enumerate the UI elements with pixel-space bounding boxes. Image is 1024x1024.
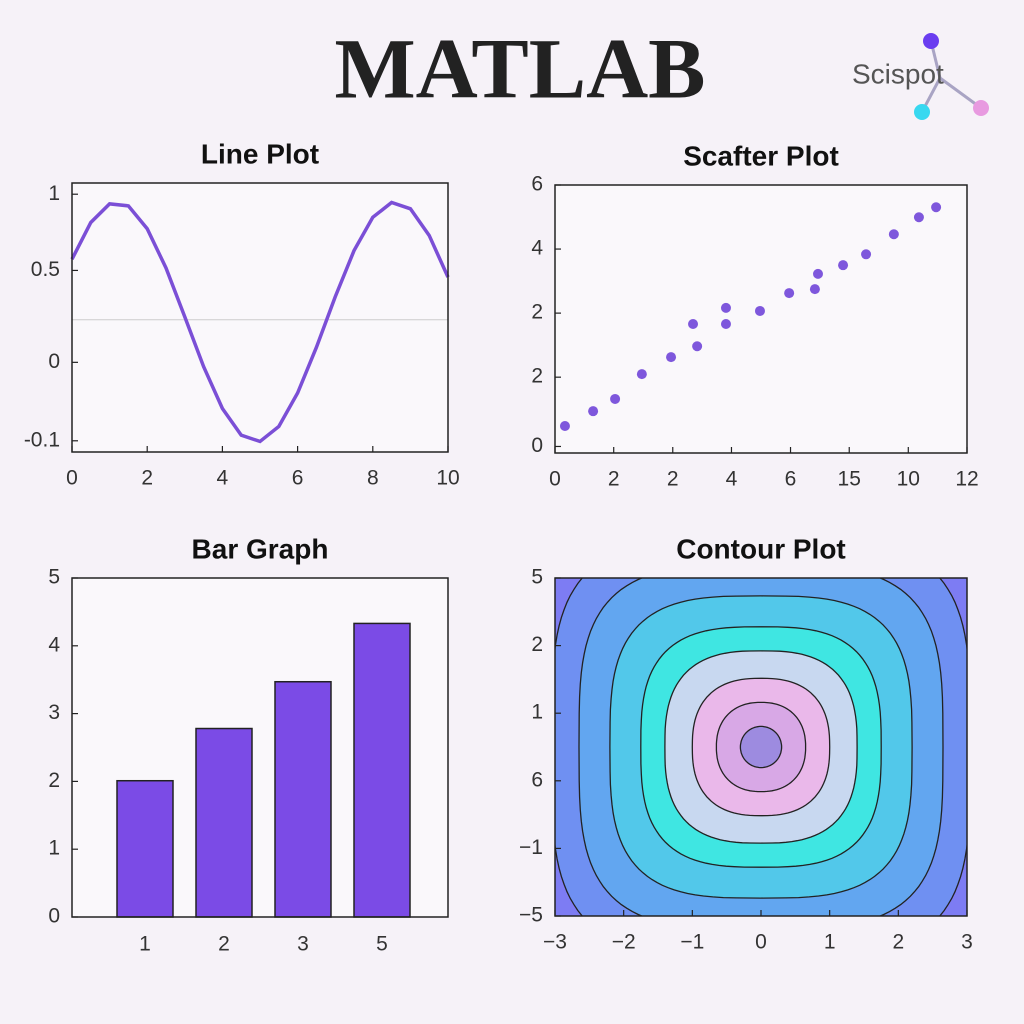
x-tick-label: −2	[612, 931, 636, 954]
scatter-point	[931, 202, 942, 213]
logo: Scispot	[852, 33, 989, 120]
plot-title: Scafter Plot	[683, 140, 839, 171]
bar	[195, 727, 253, 918]
scatter-point	[588, 406, 599, 417]
x-tick-label: 6	[785, 468, 797, 491]
y-tick-label: 6	[531, 173, 543, 196]
scatter-point	[838, 260, 849, 271]
y-tick-label: 3	[48, 701, 60, 724]
bar	[274, 680, 332, 918]
scatter-point	[692, 341, 703, 352]
contour	[555, 578, 967, 916]
page-title: MATLAB	[334, 21, 705, 117]
y-tick-label: 5	[531, 566, 543, 589]
x-tick-label: −3	[543, 931, 567, 954]
x-tick-label: 3	[961, 931, 973, 954]
y-tick-label: 0.5	[31, 258, 60, 281]
x-tick-label: 1	[824, 931, 836, 954]
plot-area	[72, 183, 448, 452]
contour-ring	[739, 725, 783, 769]
y-tick-label: 0	[531, 434, 543, 457]
x-tick-label: 1	[139, 933, 151, 956]
logo-dot	[914, 104, 930, 120]
scatter-point	[888, 229, 899, 240]
line-series	[70, 200, 450, 444]
plot-title: Bar Graph	[192, 533, 329, 564]
x-tick-label: 0	[755, 931, 767, 954]
logo-dot	[923, 33, 939, 49]
logo-line	[939, 76, 982, 110]
x-tick-label: 2	[218, 933, 230, 956]
scatter-point	[666, 352, 677, 363]
x-tick-label: 2	[141, 467, 153, 490]
plot-frame	[71, 182, 449, 453]
x-tick-label: −1	[680, 931, 704, 954]
plot-title: Line Plot	[201, 138, 319, 169]
y-tick-label: -0.1	[24, 428, 60, 451]
y-tick-label: 1	[48, 837, 60, 860]
x-tick-label: 0	[549, 468, 561, 491]
logo-dot	[973, 100, 989, 116]
scatter-point	[636, 369, 647, 380]
x-tick-label: 3	[297, 933, 309, 956]
y-tick-label: 5	[48, 566, 60, 589]
x-tick-label: 12	[955, 468, 978, 491]
logo-text: Scispot	[852, 58, 944, 89]
x-tick-label: 4	[726, 468, 738, 491]
x-tick-label: 0	[66, 467, 78, 490]
y-tick-label: −5	[519, 904, 543, 927]
scatter-point	[754, 305, 765, 316]
y-tick-label: 4	[531, 237, 543, 260]
x-tick-label: 10	[897, 468, 920, 491]
scatter-point	[784, 288, 795, 299]
scatter-point	[720, 319, 731, 330]
scatter-point	[720, 302, 731, 313]
plot-area	[555, 185, 967, 453]
scatter-point	[913, 212, 924, 223]
y-tick-label: 2	[531, 301, 543, 324]
scatter-point	[688, 319, 699, 330]
x-tick-label: 4	[217, 467, 229, 490]
y-tick-label: 0	[48, 350, 60, 373]
y-tick-label: 0	[48, 905, 60, 928]
x-tick-label: 10	[436, 467, 459, 490]
x-tick-label: 6	[292, 467, 304, 490]
scatter-point	[812, 268, 823, 279]
x-tick-label: 2	[892, 931, 904, 954]
plot-frame	[554, 184, 968, 454]
plot-title: Contour Plot	[676, 533, 846, 564]
x-tick-label: 8	[367, 467, 379, 490]
x-tick-label: 15	[838, 468, 861, 491]
y-tick-label: 6	[531, 768, 543, 791]
x-tick-label: 2	[667, 468, 679, 491]
y-tick-label: −1	[519, 836, 543, 859]
bar	[116, 779, 174, 918]
scatter-point	[861, 249, 872, 260]
bar	[353, 622, 411, 918]
scatter-point	[610, 393, 621, 404]
y-tick-label: 4	[48, 633, 60, 656]
y-tick-label: 2	[48, 769, 60, 792]
x-tick-label: 2	[608, 468, 620, 491]
y-tick-label: 1	[48, 182, 60, 205]
scatter-point	[809, 284, 820, 295]
y-tick-label: 2	[531, 365, 543, 388]
y-tick-label: 1	[531, 701, 543, 724]
y-tick-label: 2	[531, 633, 543, 656]
plot-frame	[71, 577, 449, 918]
scatter-point	[559, 420, 570, 431]
x-tick-label: 5	[376, 933, 388, 956]
